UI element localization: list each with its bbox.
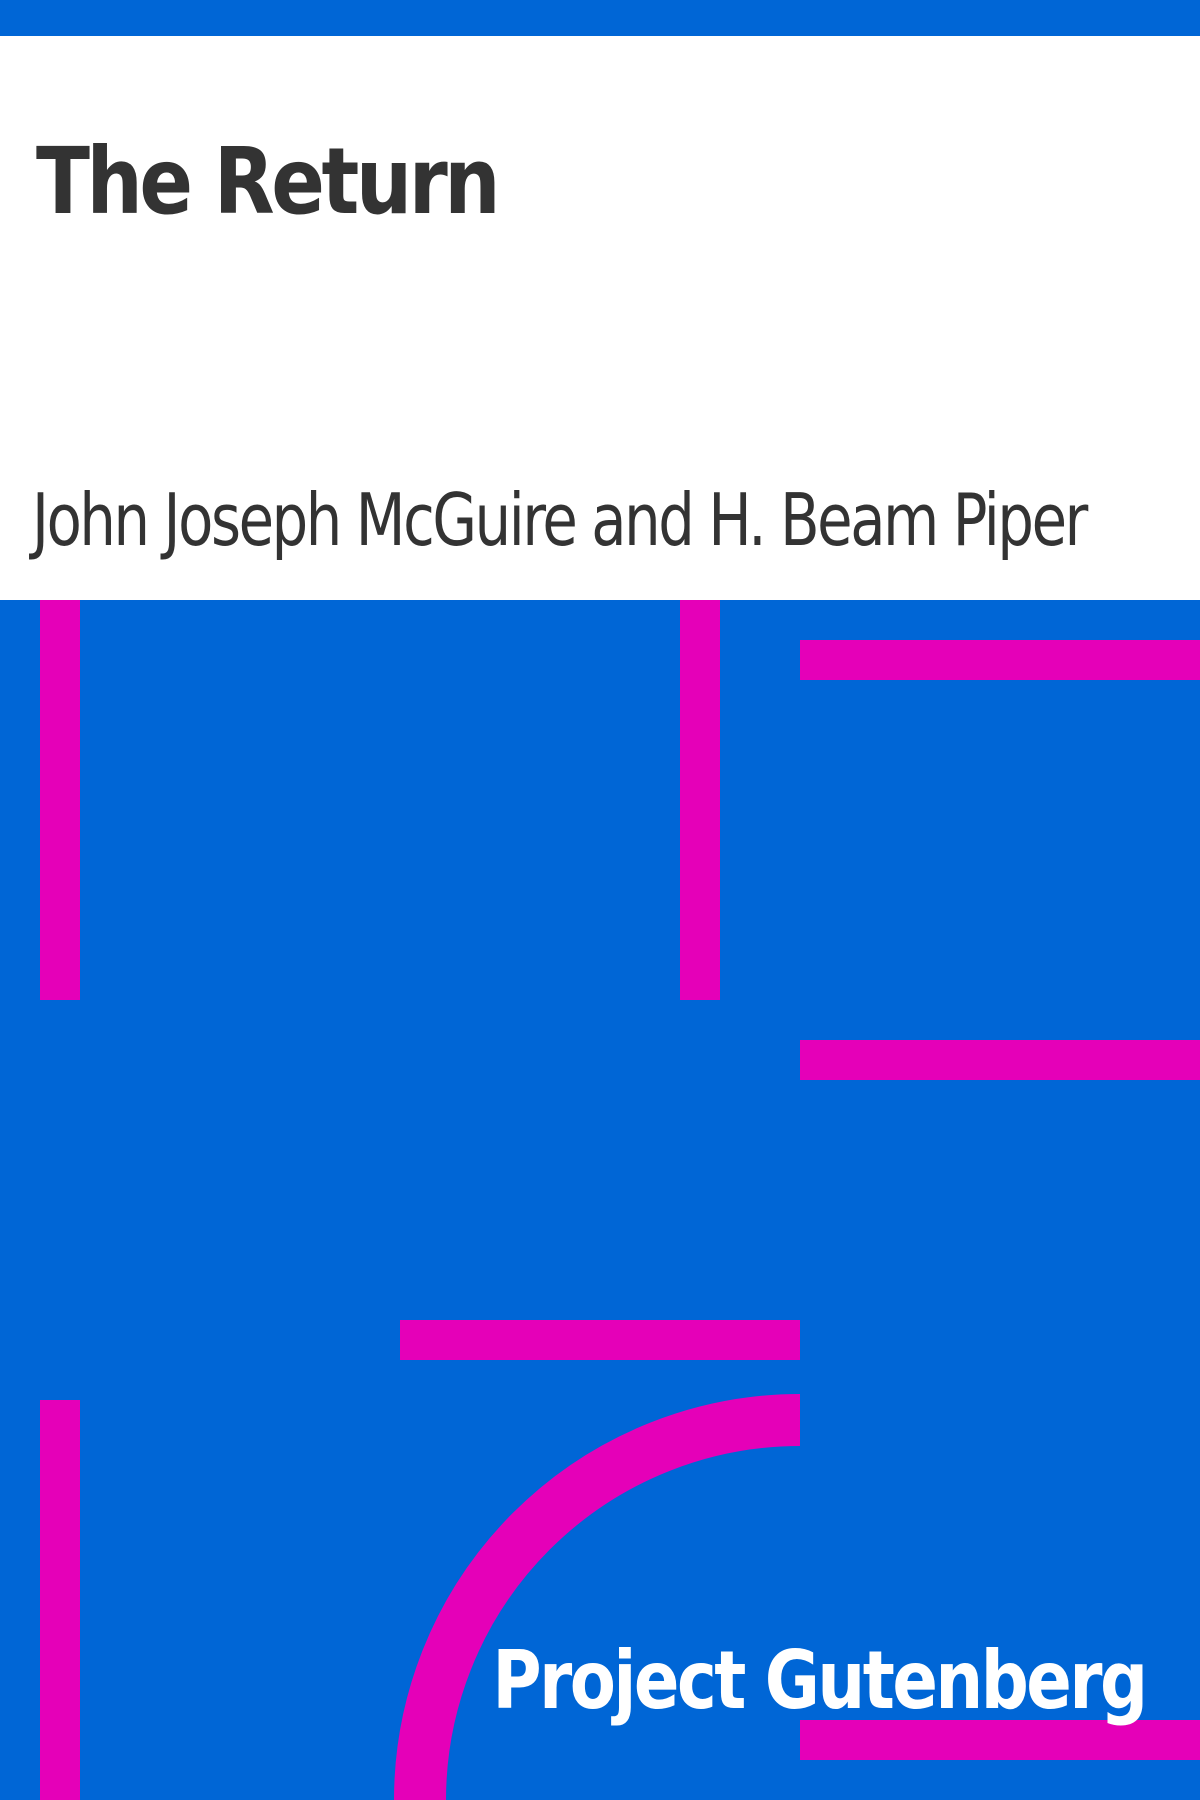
title-panel: The Return John Joseph McGuire and H. Be…: [0, 36, 1200, 600]
decorative-bar: [400, 1320, 800, 1360]
cover-artwork: [40, 600, 1200, 1800]
decorative-arc: [394, 1394, 801, 1800]
decorative-bar: [800, 1720, 1200, 1760]
decorative-bar: [40, 1400, 80, 1800]
decorative-bar: [800, 640, 1200, 680]
decorative-bar: [40, 600, 80, 1000]
decorative-bar: [800, 1040, 1200, 1080]
decorative-bar: [680, 600, 720, 1000]
top-color-strip: [0, 0, 1200, 36]
publisher-name: Project Gutenberg: [492, 1634, 1149, 1727]
book-author: John Joseph McGuire and H. Beam Piper: [32, 478, 1088, 562]
book-title: The Return: [36, 128, 501, 235]
